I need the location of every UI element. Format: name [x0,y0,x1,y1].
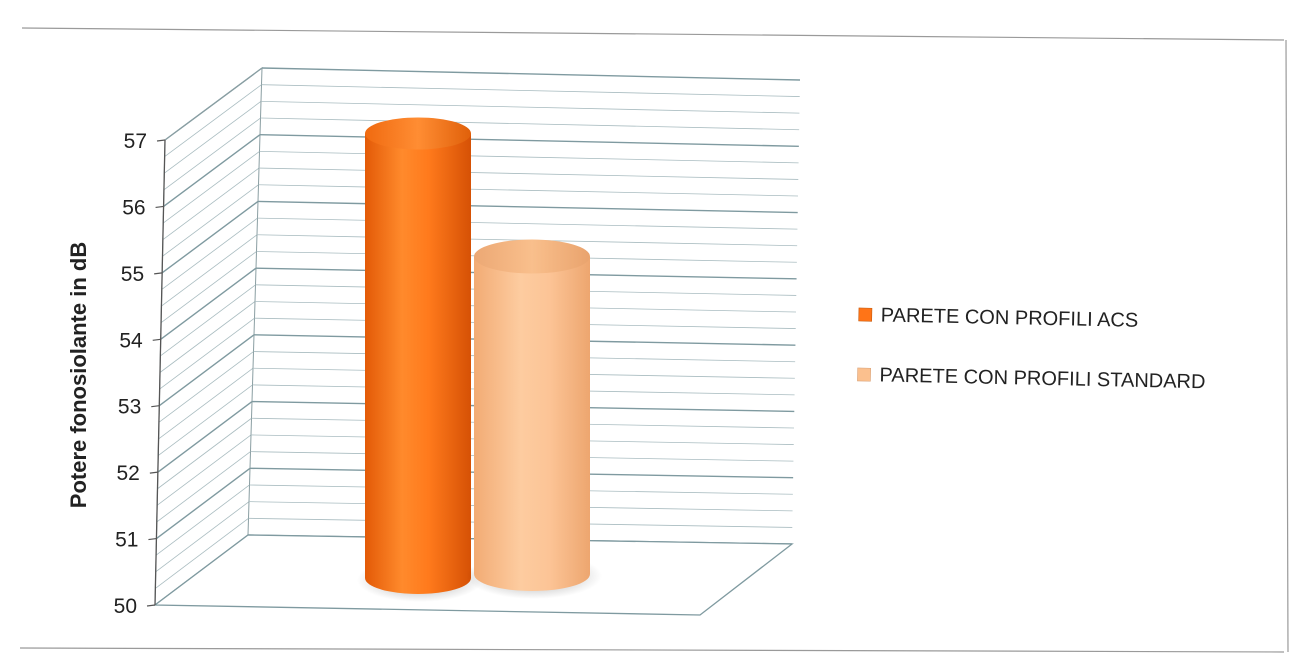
y-tick-label: 56 [122,196,145,219]
minor-gridline-side [162,184,259,257]
minor-gridline-back [260,117,800,131]
major-gridline-side [156,467,251,540]
minor-gridline-side [164,84,262,157]
minor-gridline-side [158,367,254,440]
y-tick [149,471,158,474]
major-gridline-back [259,134,799,147]
minor-gridline-back [261,84,800,97]
y-tick-label: 51 [115,529,138,552]
minor-gridline-side [158,351,254,423]
bar-body [474,256,590,591]
y-tick [155,205,164,209]
y-tick [148,537,157,541]
minor-gridline-side [163,117,261,191]
page-border [19,27,1289,653]
y-tick [151,405,160,408]
y-axis-title: Potere fonosiolante in dB [66,242,91,508]
y-tick [152,338,161,341]
minor-gridline-back [259,150,799,164]
minor-gridline-side [160,284,256,357]
y-tick-label: 55 [121,263,144,286]
bar-body [365,133,471,594]
legend: PARETE CON PROFILI ACS PARETE CON PROFIL… [857,304,1206,393]
major-gridline-back [261,67,801,81]
minor-gridline-side [156,451,251,523]
minor-gridline-side [155,501,250,573]
y-tick-label: 53 [118,396,141,419]
y-tick-label: 57 [124,130,147,153]
minor-gridline-back [258,184,799,197]
minor-gridline-side [160,251,257,323]
bar-acs [357,117,483,602]
minor-gridline-side [157,384,253,456]
bar-standard [466,239,602,599]
minor-gridline-back [257,217,798,230]
major-gridline-back [257,200,798,214]
minor-gridline-side [156,434,252,506]
y-tick-label: 52 [116,462,139,485]
minor-gridline-side [162,167,260,240]
y-tick [146,604,156,607]
bars-group [357,117,602,602]
major-gridline-side [158,334,255,407]
minor-gridline-back [260,100,800,114]
bar-top [365,117,471,150]
side-wall [154,66,263,607]
y-tick-label: 50 [114,595,137,618]
minor-gridline-side [161,234,258,307]
major-gridline-side [163,134,261,207]
minor-gridline-side [161,217,258,290]
y-axis-line [154,139,166,606]
minor-gridline-side [159,317,255,390]
minor-gridline-side [155,518,249,589]
legend-swatch-acs [858,307,873,322]
bar-top [474,239,590,274]
y-axis: 50 51 52 53 54 55 56 57 [114,130,166,618]
major-gridline-side [157,401,253,473]
major-gridline-side [160,267,257,340]
legend-label-standard: PARETE CON PROFILI STANDARD [879,364,1205,393]
legend-label-acs: PARETE CON PROFILI ACS [881,304,1139,331]
legend-swatch-standard [857,367,871,382]
minor-gridline-side [157,417,252,490]
y-tick [154,272,163,275]
minor-gridline-side [159,301,256,373]
major-gridline-side [161,200,259,274]
minor-gridline-side [164,101,262,174]
minor-gridline-side [162,151,260,224]
y-tick-label: 54 [119,329,143,352]
y-tick [156,139,166,142]
minor-gridline-side [155,484,250,556]
minor-gridline-back [258,167,799,180]
